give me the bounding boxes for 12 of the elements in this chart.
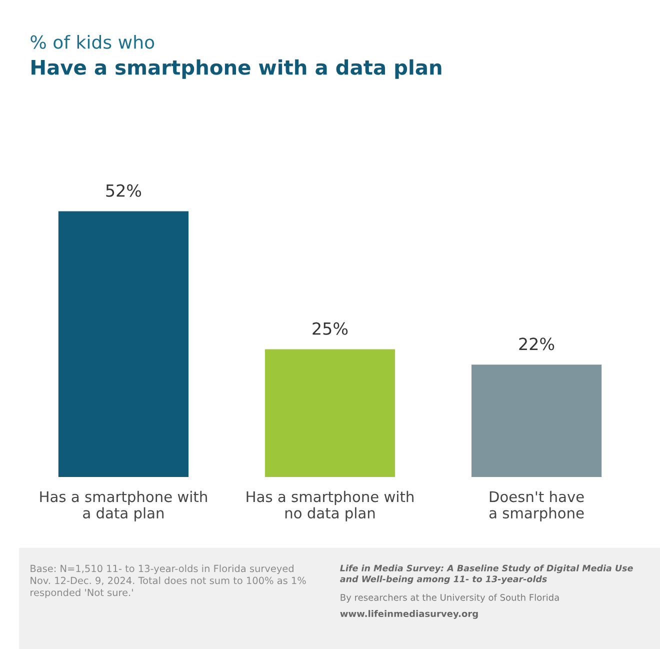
text: www.lifeinmediasurvey.org bbox=[340, 610, 478, 619]
data-label: 25% bbox=[312, 322, 348, 335]
text: Life in Media Survey: A Baseline Study of Digital Media Use and Well-being among 11- to 13-year-olds bbox=[340, 564, 633, 584]
chart-title: Have a smartphone with a data plan bbox=[32, 59, 442, 79]
text: Base: N=1,510 11- to 13-year-olds in Florida surveyed Nov. 12-Dec. 9, 2024. Total does not sum to 100% as 1% responded 'Not sure.' bbox=[30, 564, 306, 598]
data-label: 22% bbox=[519, 338, 554, 350]
text: By researchers at the University of South Florida bbox=[340, 594, 559, 603]
x-tick-label: Has a smartphone with no data plan bbox=[246, 490, 414, 522]
chart-subtitle: % of kids who bbox=[30, 34, 154, 49]
x-tick-label: Has a smartphone with a data plan bbox=[40, 490, 207, 522]
x-tick-label: Doesn't have a smarphone bbox=[489, 490, 584, 522]
data-label: 52% bbox=[106, 184, 142, 197]
